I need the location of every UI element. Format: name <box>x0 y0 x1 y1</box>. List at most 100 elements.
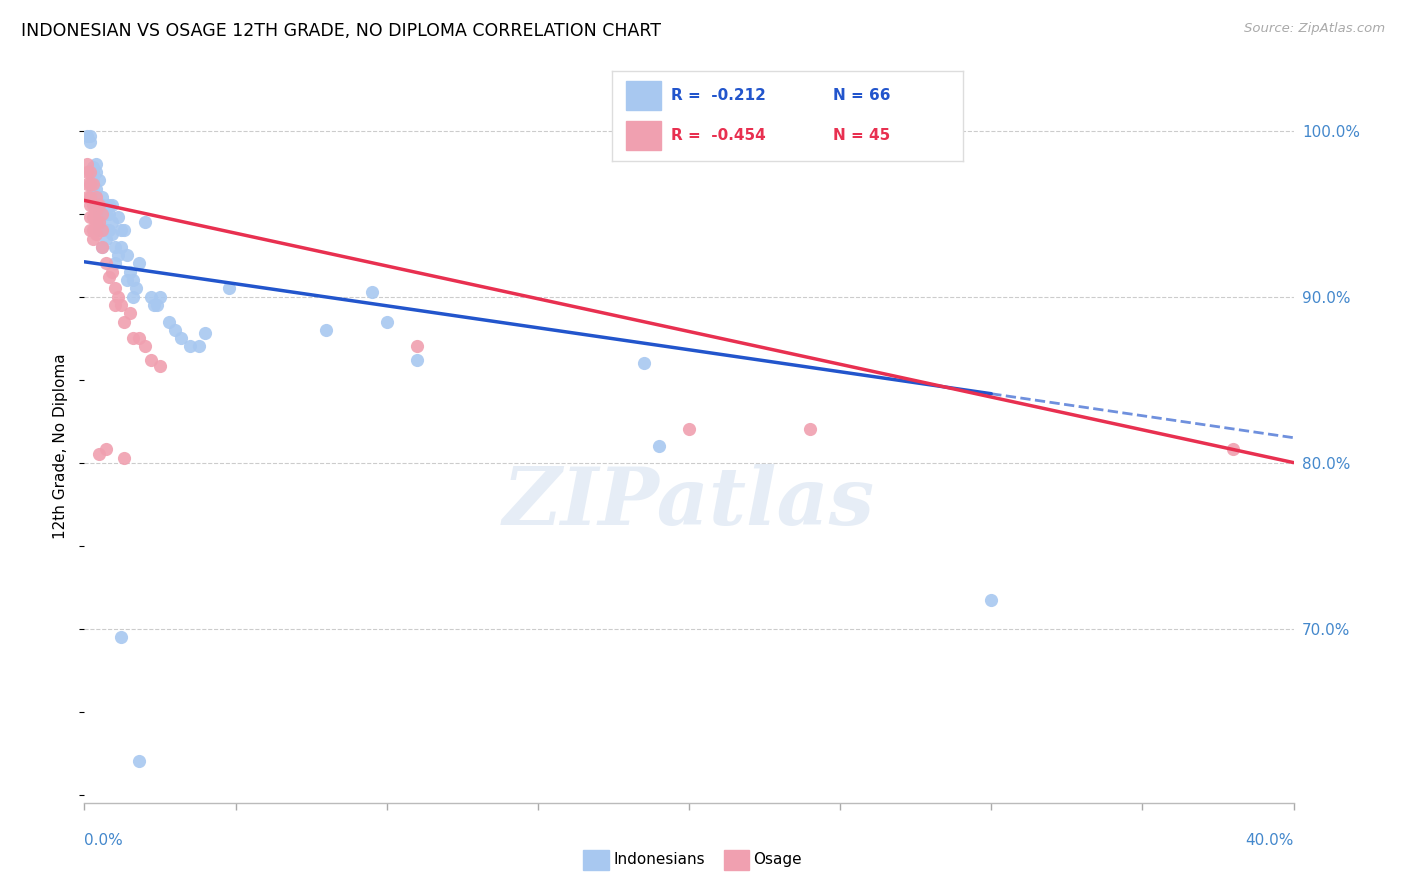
Point <box>97 198 120 212</box>
Text: ZIPatlas: ZIPatlas <box>503 465 875 541</box>
Point <box>82 177 104 191</box>
Point <box>94 256 117 270</box>
Point <box>315 323 337 337</box>
Point <box>100 215 122 229</box>
Point <box>89 447 111 461</box>
Point <box>82 160 104 174</box>
Point <box>100 198 122 212</box>
Point <box>115 248 138 262</box>
Point <box>82 231 104 245</box>
Point <box>375 314 398 328</box>
Point <box>179 339 201 353</box>
Point <box>94 231 117 245</box>
Point <box>107 290 129 304</box>
Point <box>89 223 111 237</box>
Text: R =  -0.212: R = -0.212 <box>672 88 766 103</box>
Point <box>86 182 108 196</box>
Point <box>110 298 132 312</box>
Point <box>82 198 104 212</box>
Point <box>633 356 655 370</box>
Point <box>82 173 104 187</box>
Point <box>157 314 180 328</box>
Point <box>79 165 101 179</box>
Point <box>165 323 187 337</box>
Point <box>149 290 172 304</box>
Text: R =  -0.454: R = -0.454 <box>672 128 766 143</box>
Point <box>76 128 98 143</box>
Text: Source: ZipAtlas.com: Source: ZipAtlas.com <box>1244 22 1385 36</box>
Point <box>118 306 141 320</box>
Point <box>86 165 108 179</box>
Bar <box>626 81 661 110</box>
Point <box>97 207 120 221</box>
Text: 0.0%: 0.0% <box>84 832 124 847</box>
Point <box>91 223 114 237</box>
Point <box>218 281 240 295</box>
Point <box>146 298 169 312</box>
Point <box>128 754 150 768</box>
Point <box>97 223 120 237</box>
Point <box>112 450 135 465</box>
Point <box>82 210 104 224</box>
Point <box>89 198 111 212</box>
Point <box>79 177 101 191</box>
Point <box>82 165 104 179</box>
Text: N = 66: N = 66 <box>832 88 890 103</box>
Point <box>139 290 162 304</box>
Point <box>678 422 700 436</box>
Point <box>76 190 98 204</box>
Y-axis label: 12th Grade, No Diploma: 12th Grade, No Diploma <box>53 353 69 539</box>
Point <box>91 207 114 221</box>
Point <box>121 290 143 304</box>
Point <box>86 157 108 171</box>
Point <box>110 223 132 237</box>
Point <box>79 128 101 143</box>
Point <box>194 326 217 340</box>
Point <box>76 177 98 191</box>
Point <box>112 223 135 237</box>
Point <box>89 198 111 212</box>
Point <box>91 223 114 237</box>
Point <box>121 331 143 345</box>
Point <box>86 215 108 229</box>
Point <box>86 190 108 204</box>
Point <box>89 207 111 221</box>
Point <box>188 339 211 353</box>
Point <box>799 422 821 436</box>
Point <box>125 281 148 295</box>
Point <box>86 196 108 211</box>
Point <box>76 157 98 171</box>
Point <box>79 223 101 237</box>
Point <box>128 256 150 270</box>
Point <box>89 173 111 187</box>
Point <box>406 352 429 367</box>
Point <box>100 265 122 279</box>
Point <box>104 240 127 254</box>
Point <box>91 190 114 204</box>
Point <box>107 210 129 224</box>
Text: Indonesians: Indonesians <box>613 853 704 867</box>
Point <box>79 136 101 150</box>
Point <box>91 198 114 212</box>
Text: INDONESIAN VS OSAGE 12TH GRADE, NO DIPLOMA CORRELATION CHART: INDONESIAN VS OSAGE 12TH GRADE, NO DIPLO… <box>21 22 661 40</box>
Point <box>134 215 156 229</box>
Point <box>360 285 382 299</box>
Point <box>94 442 117 457</box>
Point <box>79 198 101 212</box>
Point <box>128 331 150 345</box>
Point <box>112 314 135 328</box>
Point <box>91 240 114 254</box>
Point <box>89 215 111 229</box>
Point <box>86 227 108 241</box>
Point <box>91 207 114 221</box>
Point <box>121 273 143 287</box>
Point <box>104 298 127 312</box>
Point <box>118 265 141 279</box>
Point <box>97 269 120 284</box>
Point <box>79 210 101 224</box>
Point <box>91 240 114 254</box>
Point <box>1222 442 1244 457</box>
Point <box>134 339 156 353</box>
Point <box>82 182 104 196</box>
Point <box>86 190 108 204</box>
